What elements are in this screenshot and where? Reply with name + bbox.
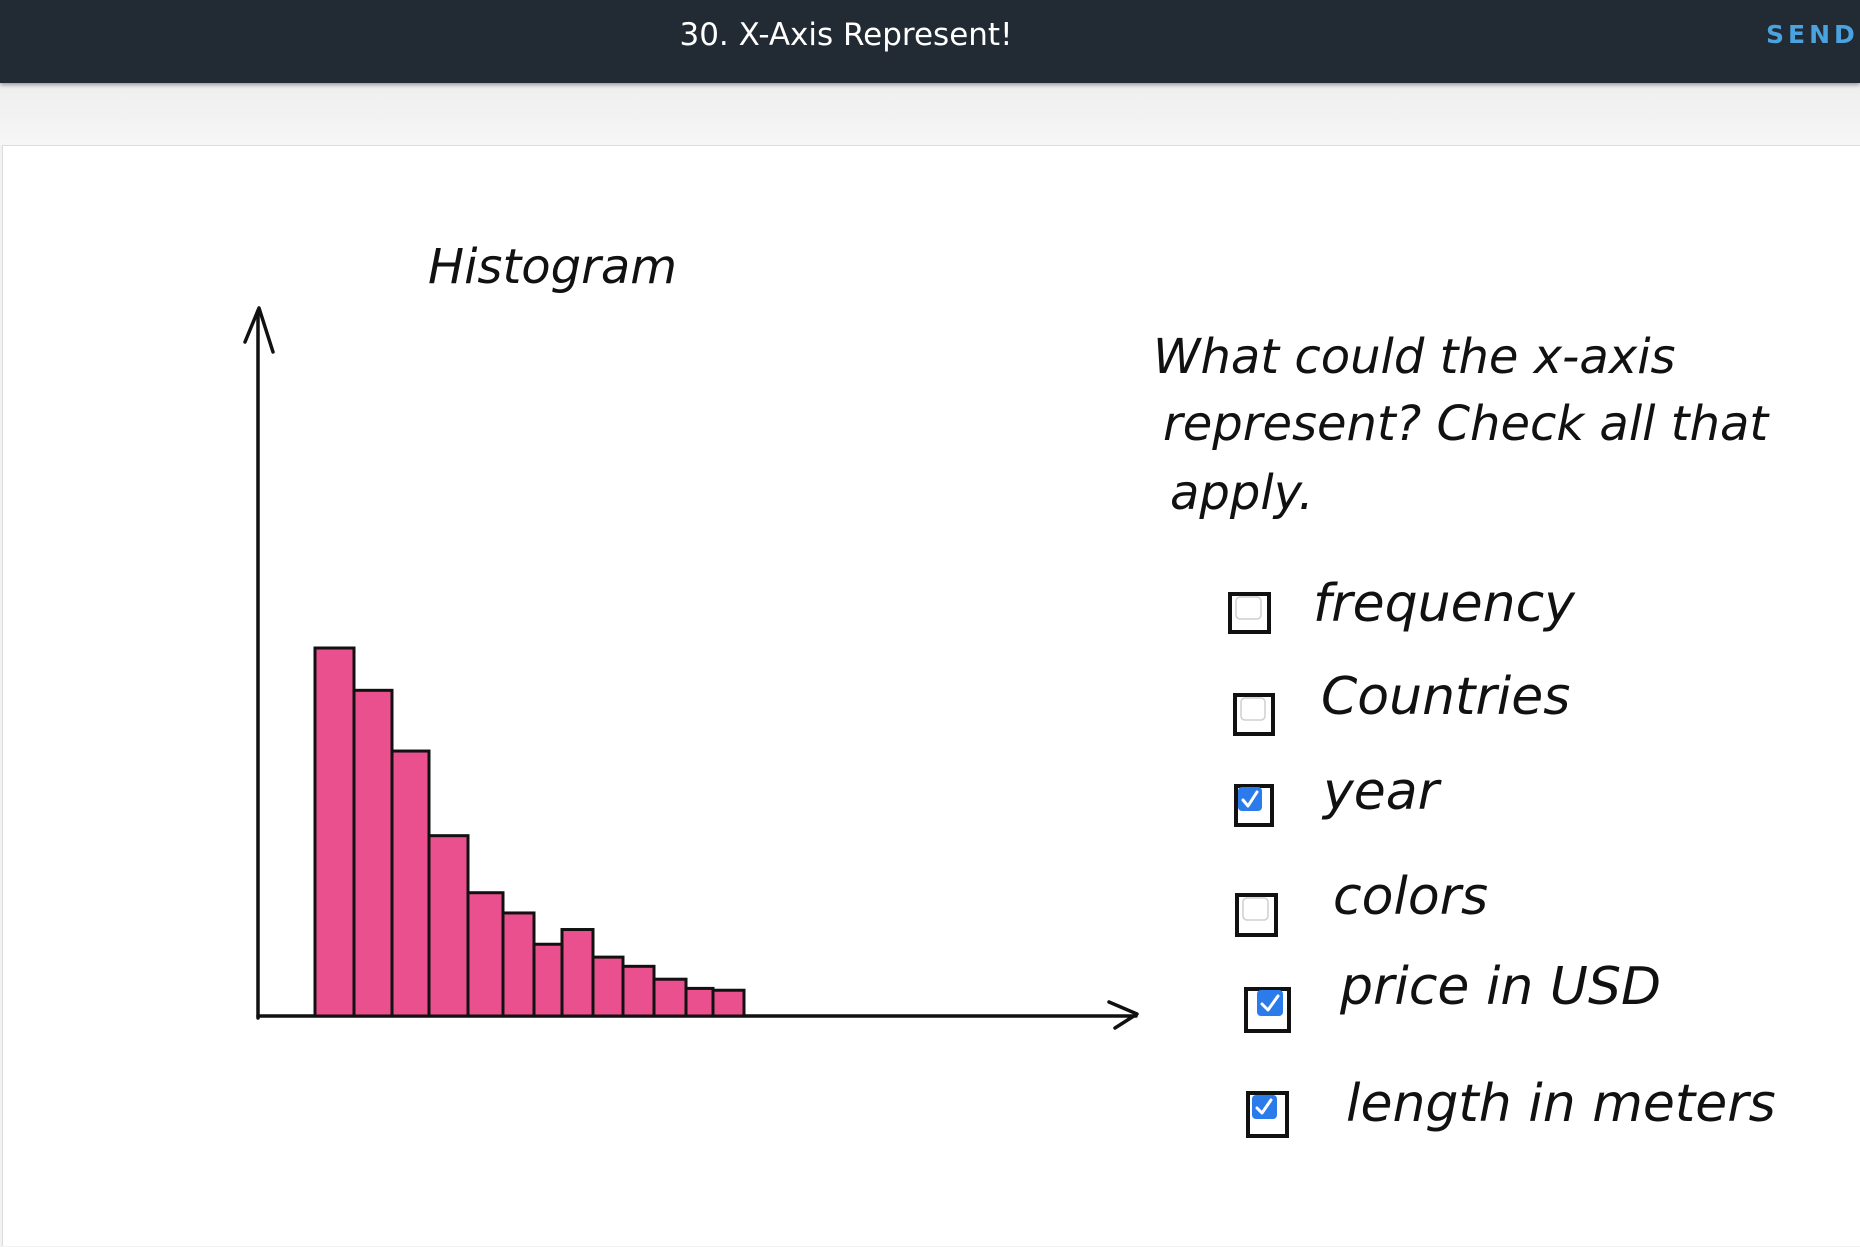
option-label-frequency: frequency [1313, 574, 1576, 634]
histogram-bar [390, 749, 431, 1018]
histogram-bar [591, 955, 625, 1018]
histogram-bar [560, 928, 595, 1018]
histogram-bar [652, 977, 688, 1018]
question-line-2: represent? Check all that [1163, 396, 1770, 452]
histogram-bar [466, 891, 505, 1018]
option-countries[interactable]: Countries [1233, 667, 1570, 736]
toolbar-strip [0, 83, 1860, 145]
option-label-price-in-usd: price in USD [1339, 957, 1661, 1017]
option-label-year: year [1321, 762, 1443, 822]
answer-options: frequency Countries year [1228, 574, 1776, 1138]
histogram-bar [313, 646, 356, 1018]
histogram-bar [501, 911, 536, 1018]
checkbox-colors[interactable] [1235, 893, 1278, 937]
histogram-bar [532, 942, 564, 1018]
checkbox-year[interactable] [1234, 784, 1274, 827]
page-title: 30. X-Axis Represent! [679, 17, 1013, 53]
option-year[interactable]: year [1234, 762, 1443, 827]
option-label-colors: colors [1333, 867, 1488, 927]
histogram-bar [427, 834, 470, 1018]
question-text: What could the x-axis represent? Check a… [1153, 329, 1770, 521]
checkbox-length-in-meters[interactable] [1246, 1091, 1289, 1138]
option-colors[interactable]: colors [1235, 867, 1488, 937]
option-frequency[interactable]: frequency [1228, 574, 1576, 634]
x-axis-arrowhead [1107, 1000, 1139, 1030]
option-length-in-meters[interactable]: length in meters [1246, 1074, 1776, 1138]
question-line-3: apply. [1170, 465, 1314, 521]
histogram-bar [352, 688, 394, 1018]
histogram-bars [313, 646, 746, 1018]
option-label-countries: Countries [1321, 667, 1570, 727]
checkbox-price-in-usd[interactable] [1244, 987, 1291, 1033]
checkbox-frequency[interactable] [1228, 592, 1271, 634]
option-label-length-in-meters: length in meters [1346, 1074, 1776, 1134]
send-button[interactable]: SEND [1766, 20, 1859, 49]
option-price-in-usd[interactable]: price in USD [1244, 957, 1661, 1033]
question-line-1: What could the x-axis [1153, 329, 1676, 385]
y-axis-arrowhead [243, 306, 275, 354]
top-bar: 30. X-Axis Represent! SEND [0, 0, 1860, 83]
drawing-surface: Histogram What could the x-axis represen… [243, 239, 1776, 1138]
checkbox-countries[interactable] [1233, 693, 1275, 736]
histogram-bar [711, 988, 746, 1018]
chart-title: Histogram [428, 239, 677, 295]
histogram-bar [621, 964, 656, 1018]
histogram-bar [684, 986, 715, 1018]
whiteboard-canvas: Histogram What could the x-axis represen… [2, 145, 1860, 1246]
